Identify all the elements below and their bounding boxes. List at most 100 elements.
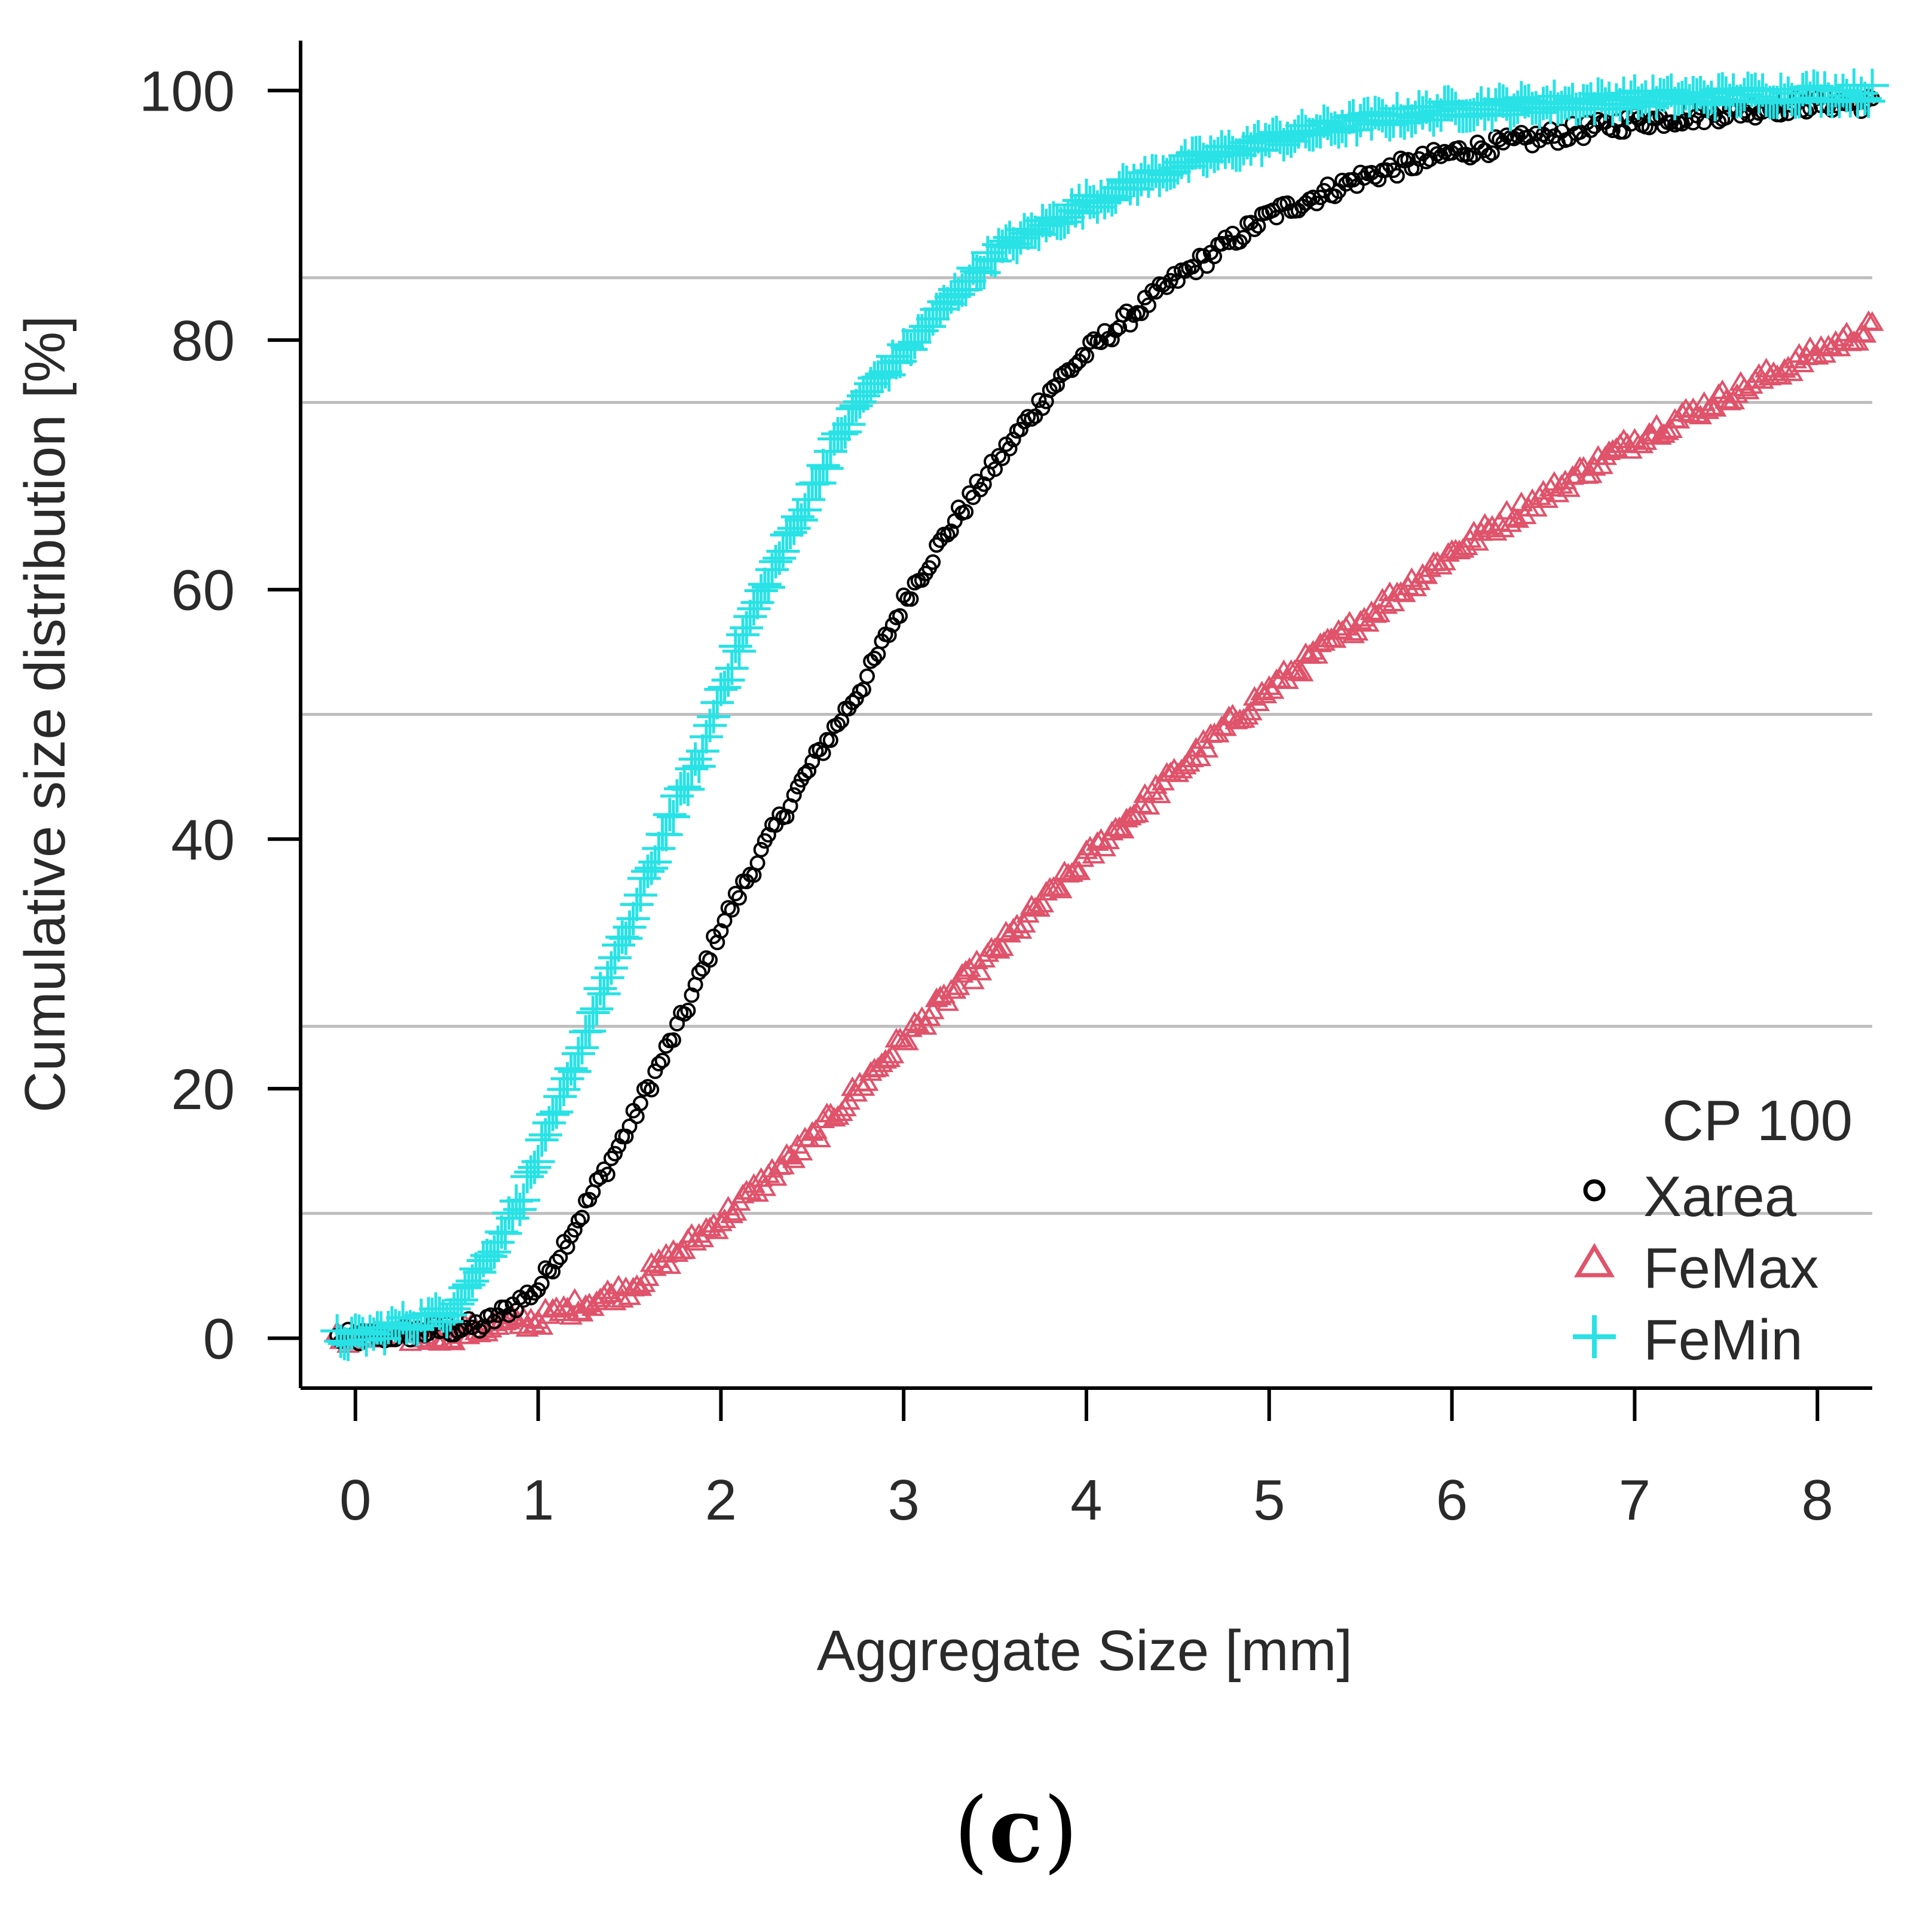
- femin-point: [561, 1037, 595, 1071]
- femin-point: [748, 567, 782, 601]
- femax-point: [1294, 642, 1318, 663]
- xarea-point: [611, 1138, 627, 1154]
- femax-point: [1115, 807, 1138, 828]
- xarea-point: [1067, 357, 1083, 373]
- xarea-point: [1656, 118, 1672, 134]
- xarea-point: [574, 1209, 590, 1226]
- xarea-point: [1484, 145, 1500, 161]
- xarea-point: [1115, 307, 1131, 323]
- xarea-point: [1057, 365, 1073, 381]
- xarea-point: [1334, 172, 1351, 188]
- femax-point: [987, 939, 1011, 959]
- femin-point: [598, 941, 632, 975]
- femin-point: [832, 408, 866, 442]
- xarea-point: [570, 1212, 586, 1229]
- femin-point: [437, 1292, 471, 1326]
- xarea-point: [848, 691, 864, 707]
- femax-point: [1137, 795, 1161, 815]
- femin-point: [744, 574, 778, 608]
- femin-point: [780, 500, 815, 534]
- femin-point: [682, 749, 716, 783]
- femin-point: [685, 734, 719, 768]
- xarea-point: [537, 1260, 553, 1276]
- femin-point: [521, 1145, 555, 1179]
- femin-point: [653, 798, 687, 832]
- femin-point: [576, 996, 610, 1030]
- x-axis-label: Aggregate Size [mm]: [817, 1619, 1352, 1683]
- femax-point: [1067, 860, 1091, 880]
- femax-point: [658, 1254, 682, 1274]
- xarea-point: [644, 1082, 660, 1098]
- xarea-point: [943, 523, 959, 540]
- xarea-point: [651, 1055, 667, 1071]
- femin-point: [536, 1097, 570, 1131]
- femin-point: [525, 1123, 559, 1157]
- femax-point: [822, 1107, 846, 1127]
- femax-point: [947, 975, 970, 996]
- femin-point: [1848, 81, 1882, 115]
- femax-point: [603, 1290, 627, 1310]
- femin-point: [623, 878, 657, 912]
- xarea-point: [1049, 377, 1065, 393]
- femin-point: [518, 1150, 552, 1184]
- femax-point: [753, 1176, 777, 1196]
- caption-letter: c: [988, 1778, 1043, 1883]
- legend-triangle-icon: [1573, 1243, 1615, 1278]
- xarea-point: [1012, 421, 1028, 437]
- femax-point: [530, 1315, 554, 1335]
- xarea-point: [581, 1192, 598, 1208]
- xarea-point: [691, 964, 707, 981]
- xarea-point: [676, 1006, 693, 1022]
- femax-point: [969, 960, 993, 981]
- femax-point: [954, 960, 978, 980]
- femax-point: [1447, 540, 1471, 559]
- femin-point: [726, 618, 760, 652]
- x-ticks: 0 1 2 3 4 5 6 7 8: [339, 1388, 1833, 1532]
- femin-point: [602, 928, 636, 962]
- x-tick-label: 5: [1253, 1468, 1285, 1532]
- legend-label-femax: FeMax: [1643, 1236, 1818, 1300]
- xarea-point: [771, 806, 788, 822]
- xarea-point: [713, 923, 729, 939]
- femin-point: [715, 651, 749, 685]
- x-tick-label: 6: [1436, 1468, 1468, 1532]
- femax-point: [1465, 531, 1489, 551]
- femin-point: [697, 700, 731, 734]
- femin-point: [613, 910, 647, 944]
- xarea-point: [724, 902, 740, 918]
- xarea-point: [680, 1003, 696, 1019]
- femax-point: [874, 1049, 898, 1069]
- xarea-point: [859, 668, 875, 684]
- femax-point: [1557, 477, 1581, 497]
- femax-point: [1147, 783, 1171, 804]
- xarea-point: [1002, 440, 1018, 457]
- xarea-point: [665, 1032, 681, 1048]
- femax-point: [1305, 644, 1328, 664]
- y-tick-label: 20: [171, 1058, 235, 1122]
- xarea-point: [526, 1285, 543, 1301]
- femin-point: [649, 817, 683, 852]
- xarea-point: [618, 1128, 634, 1144]
- femin-point: [810, 451, 844, 485]
- femax-point: [903, 1011, 927, 1031]
- legend-label-xarea: Xarea: [1643, 1165, 1797, 1229]
- caption-open-paren: (: [954, 1779, 989, 1883]
- xarea-point: [815, 745, 831, 761]
- xarea-point: [822, 732, 838, 748]
- femax-point: [855, 1071, 879, 1091]
- xarea-point: [903, 591, 919, 607]
- femin-point: [642, 831, 676, 865]
- xarea-point: [1031, 392, 1047, 408]
- xarea-point: [830, 716, 846, 733]
- xarea-point: [731, 890, 747, 906]
- femin-point: [1493, 97, 1527, 131]
- femax-point: [881, 1043, 905, 1064]
- xarea-point: [1371, 171, 1387, 188]
- xarea-point: [867, 650, 883, 666]
- femin-point: [580, 992, 614, 1026]
- femax-point: [1045, 876, 1069, 896]
- x-tick-label: 3: [887, 1468, 919, 1532]
- xarea-point: [958, 504, 974, 520]
- femin-point: [671, 772, 705, 806]
